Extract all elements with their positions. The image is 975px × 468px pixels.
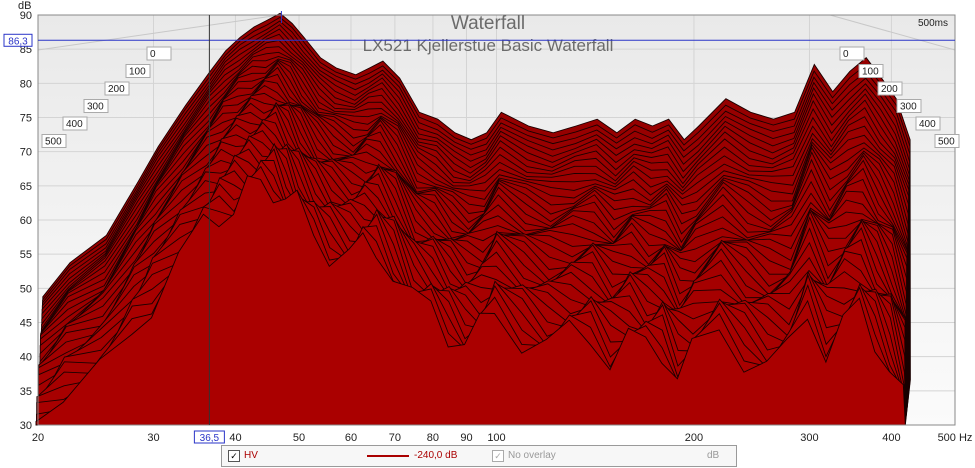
- x-tick-label: 30: [147, 432, 159, 444]
- x-tick-label: 60: [345, 432, 357, 444]
- time-label-box: [83, 99, 109, 113]
- waterfall-slice: [35, 175, 906, 426]
- x-tick-label: 400: [882, 432, 900, 444]
- y-tick-label: 35: [20, 386, 32, 398]
- hv-checkbox[interactable]: ✓: [228, 450, 240, 462]
- time-label-box: [104, 81, 130, 96]
- time-label-left: 100: [129, 67, 146, 78]
- time-label-box: [877, 81, 903, 96]
- y-tick-label: 70: [20, 147, 32, 159]
- waterfall-slices: [35, 12, 911, 426]
- y-tick-label: 50: [20, 283, 32, 295]
- cursor-x-box: [193, 430, 225, 444]
- time-label-right: 300: [900, 102, 917, 113]
- y-tick-label: 80: [20, 78, 32, 90]
- time-label-box: [41, 134, 67, 148]
- x-tick-label: 80: [427, 432, 439, 444]
- time-label-right: 500: [938, 137, 955, 148]
- time-label-right: 400: [919, 119, 936, 130]
- time-label-left: 0: [150, 49, 156, 60]
- y-tick-label: 85: [20, 44, 32, 56]
- time-label-left: 200: [108, 84, 125, 95]
- x-tick-label: 500 Hz: [938, 432, 973, 444]
- y-tick-label: 45: [20, 318, 32, 330]
- cursor-y-label: 86,3: [8, 36, 28, 47]
- time-label-box: [934, 134, 960, 148]
- time-label-right: 100: [862, 67, 879, 78]
- time-label-right: 0: [843, 49, 849, 60]
- x-tick-label: 20: [32, 432, 44, 444]
- legend-bar: ✓ HV -240,0 dB ✓ No overlay dB: [221, 445, 737, 467]
- cursor-y-box: [3, 33, 33, 47]
- depth-line: [829, 14, 956, 51]
- time-label-box: [915, 116, 941, 131]
- time-label-box: [62, 116, 88, 131]
- x-tick-label: 300: [800, 432, 818, 444]
- chart-subtitle: LX521 Kjellerstue Basic Waterfall: [363, 36, 614, 55]
- time-label-box: [896, 99, 922, 113]
- level-value: -240,0 dB: [414, 450, 458, 461]
- plot-frame: [37, 14, 956, 426]
- x-tick-label: 50: [293, 432, 305, 444]
- chart-title: Waterfall: [451, 13, 525, 34]
- x-tick-label: 70: [389, 432, 401, 444]
- series-label: HV: [244, 450, 258, 461]
- y-tick-label: 75: [20, 113, 32, 125]
- overlay-checkbox[interactable]: ✓: [492, 450, 504, 462]
- time-label-left: 400: [66, 119, 83, 130]
- y-tick-label: 55: [20, 249, 32, 261]
- labels: 20 30 40 50 60 70 80 90 100 200 300 400 500 Hz303540…: [3, 0, 973, 444]
- time-label-box: [146, 46, 172, 61]
- x-tick-label: 40: [229, 432, 241, 444]
- y-tick-label: 90: [20, 10, 32, 22]
- x-tick-label: 100: [487, 432, 505, 444]
- depth-line: [37, 14, 281, 51]
- time-label-box: [858, 64, 884, 78]
- x-tick-label: 200: [685, 432, 703, 444]
- cursor-x-label: 36,5: [200, 433, 220, 444]
- time-label-box: [839, 46, 865, 61]
- series-line-swatch: [367, 455, 409, 457]
- y-tick-label: 65: [20, 181, 32, 193]
- y-tick-label: 40: [20, 352, 32, 364]
- time-label-left: 300: [87, 102, 104, 113]
- x-tick-label: 90: [460, 432, 472, 444]
- y-axis-label: dB: [18, 0, 31, 12]
- overlay-unit: dB: [707, 450, 720, 461]
- axes: [37, 14, 956, 426]
- time-label-left: 500: [45, 137, 62, 148]
- y-tick-label: 60: [20, 215, 32, 227]
- time-end-label: 500ms: [918, 18, 948, 29]
- overlay-label: No overlay: [508, 450, 556, 461]
- y-tick-label: 30: [20, 420, 32, 432]
- time-label-box: [125, 64, 151, 78]
- time-label-right: 200: [881, 84, 898, 95]
